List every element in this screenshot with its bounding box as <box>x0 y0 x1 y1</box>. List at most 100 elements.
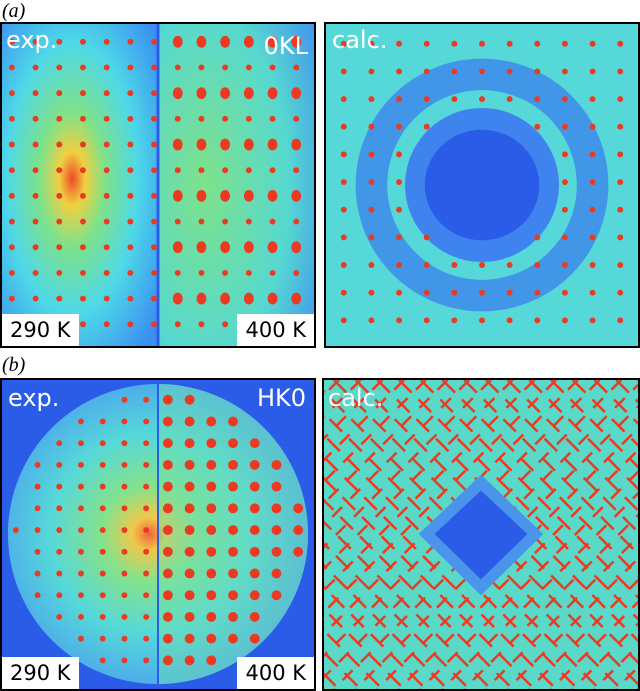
bragg-peak <box>228 525 238 535</box>
bragg-peak <box>245 115 252 122</box>
bragg-peak <box>121 418 128 425</box>
panel-b-exp-label: exp. <box>8 384 60 412</box>
bragg-peak <box>127 90 134 97</box>
bragg-peak <box>78 505 84 512</box>
bragg-peak <box>56 90 63 97</box>
bragg-peak <box>617 96 624 103</box>
bragg-peak <box>249 568 260 579</box>
diffuse-streak <box>324 390 623 689</box>
bragg-peak <box>243 35 254 48</box>
bragg-peak <box>222 64 229 71</box>
bragg-peak <box>172 35 183 48</box>
bragg-peak <box>340 96 347 103</box>
bragg-peak <box>291 87 302 100</box>
bragg-peak <box>249 590 260 601</box>
bragg-peak <box>174 167 181 174</box>
bragg-peak <box>99 592 106 599</box>
bragg-peak <box>206 438 217 449</box>
bragg-peak <box>506 262 513 268</box>
bragg-peak <box>151 269 158 276</box>
bragg-peak <box>271 568 282 579</box>
bragg-peak <box>206 503 217 514</box>
bragg-peak <box>80 115 86 122</box>
bragg-peak <box>34 527 41 534</box>
bragg-peak <box>243 87 254 100</box>
bragg-peak <box>340 40 347 47</box>
panel-b-calc-map: calc. <box>322 378 640 691</box>
bragg-peak <box>340 151 347 158</box>
bragg-peak <box>8 295 15 302</box>
bragg-peak <box>127 218 134 225</box>
bragg-peak <box>267 189 278 202</box>
bragg-peak <box>99 527 106 534</box>
bragg-peak <box>172 189 183 202</box>
bragg-peak <box>293 503 304 514</box>
bragg-peak <box>561 96 568 103</box>
bragg-peak <box>184 633 195 644</box>
bragg-peak <box>8 141 15 148</box>
bragg-peak <box>291 189 302 202</box>
bragg-peak <box>249 611 260 622</box>
bragg-peak <box>196 138 207 151</box>
bragg-peak <box>78 418 84 425</box>
bragg-peak <box>589 96 596 103</box>
diffuse-streak <box>506 556 638 689</box>
bragg-peak <box>143 505 150 512</box>
bragg-peak <box>32 38 39 45</box>
bragg-peak <box>245 167 252 174</box>
bragg-peak <box>184 655 195 666</box>
bragg-peak <box>103 64 110 71</box>
bragg-peak <box>174 218 181 225</box>
bragg-peak <box>589 40 596 47</box>
bragg-peak <box>12 527 19 534</box>
bragg-peak <box>184 568 195 579</box>
bragg-peak <box>340 206 347 213</box>
bragg-peak <box>80 295 86 302</box>
bragg-peak <box>56 505 63 512</box>
bragg-peak <box>396 40 403 47</box>
diffuse-streak <box>571 380 638 447</box>
bragg-peak <box>617 262 624 268</box>
panel-b-temp-left: 290 K <box>2 657 79 689</box>
bragg-peak <box>196 241 207 254</box>
bragg-peak <box>561 289 568 296</box>
bragg-peak <box>534 40 541 47</box>
bragg-peak <box>340 179 347 185</box>
bragg-peak <box>162 438 173 449</box>
bragg-peak <box>99 440 106 447</box>
bragg-peak <box>271 503 282 514</box>
bragg-peak <box>34 461 41 468</box>
bragg-peak <box>617 317 624 324</box>
bragg-peak <box>127 269 134 276</box>
bragg-peak <box>534 234 541 241</box>
bragg-peak <box>423 96 430 103</box>
bragg-peak <box>127 38 134 45</box>
bragg-peak <box>56 483 63 490</box>
diffuse-streak <box>324 455 557 689</box>
bragg-peak <box>143 548 150 555</box>
bragg-peak <box>293 269 300 276</box>
bragg-peak <box>271 481 282 492</box>
panel-a-letter: (a) <box>2 0 26 22</box>
bragg-peak <box>56 592 63 599</box>
panel-b-letter: (b) <box>2 354 26 376</box>
bragg-peak <box>206 568 217 579</box>
bragg-peak <box>206 633 217 644</box>
bragg-peak <box>368 68 375 75</box>
bragg-peak <box>249 546 260 557</box>
bragg-peak <box>206 590 217 601</box>
diffuse-streak <box>528 380 638 491</box>
bragg-peak <box>368 234 375 241</box>
diffuse-streak <box>463 513 638 689</box>
diffuse-streak <box>528 578 638 689</box>
bragg-peak <box>617 40 624 47</box>
bragg-peak <box>561 123 568 130</box>
bragg-peak <box>340 234 347 241</box>
bragg-peak <box>99 635 106 642</box>
diffuse-streak <box>485 380 638 534</box>
diffuse-streak <box>485 535 638 689</box>
bragg-peak <box>143 613 150 620</box>
diffuse-streak <box>324 380 536 593</box>
bragg-peak <box>220 189 231 202</box>
panel-b-exp-image <box>2 380 314 689</box>
